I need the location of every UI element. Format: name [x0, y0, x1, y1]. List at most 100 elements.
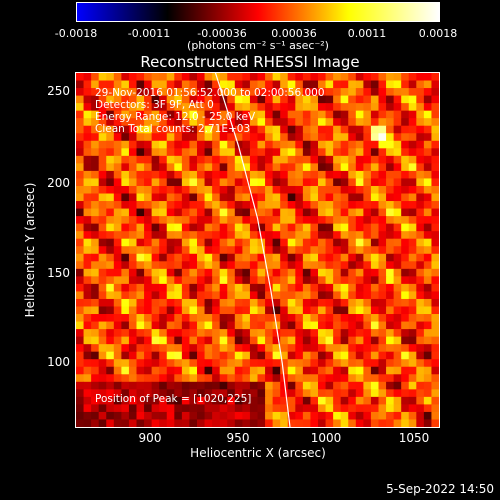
heatmap-cell — [212, 208, 221, 217]
heatmap-cell — [302, 283, 311, 292]
heatmap-cell — [91, 118, 100, 127]
heatmap-cell — [355, 306, 364, 315]
heatmap-cell — [144, 344, 153, 353]
heatmap-cell — [378, 148, 387, 157]
heatmap-cell — [204, 201, 213, 210]
heatmap-cell — [401, 80, 410, 89]
heatmap-cell — [174, 411, 183, 420]
heatmap-cell — [302, 193, 311, 202]
heatmap-cell — [219, 344, 228, 353]
heatmap-cell — [197, 246, 206, 255]
heatmap-cell — [318, 125, 327, 134]
heatmap-cell — [159, 291, 168, 300]
heatmap-cell — [106, 118, 115, 127]
heatmap-cell — [151, 110, 160, 119]
heatmap-cell — [197, 321, 206, 330]
heatmap-cell — [212, 163, 221, 172]
heatmap-cell — [416, 185, 425, 195]
heatmap-cell — [280, 216, 289, 225]
heatmap-cell — [136, 419, 145, 427]
heatmap-cell — [295, 178, 304, 187]
heatmap-cell — [401, 95, 410, 104]
heatmap-cell — [363, 140, 372, 149]
heatmap-cell — [340, 185, 349, 195]
heatmap-cell — [197, 306, 206, 315]
heatmap-cell — [408, 163, 417, 172]
heatmap-cell — [265, 329, 274, 338]
heatmap-cell — [310, 118, 319, 127]
heatmap-cell — [423, 88, 432, 97]
heatmap-cell — [83, 216, 92, 225]
heatmap-cell — [401, 223, 410, 232]
heatmap-cell — [423, 103, 432, 112]
heatmap-cell — [416, 329, 425, 338]
heatmap-cell — [287, 246, 296, 255]
heatmap-cell — [76, 193, 85, 202]
heatmap-cell — [91, 170, 100, 179]
heatmap-cell — [431, 238, 439, 247]
heatmap-cell — [408, 148, 417, 157]
heatmap-cell — [83, 80, 92, 89]
heatmap-cell — [416, 351, 425, 360]
heatmap-cell — [197, 276, 206, 285]
heatmap-cell — [295, 351, 304, 360]
heatmap-cell — [401, 404, 410, 413]
heatmap-cell — [287, 201, 296, 210]
heatmap-cell — [386, 170, 395, 179]
heatmap-cell — [287, 351, 296, 360]
heatmap-cell — [113, 298, 122, 307]
heatmap-cell — [340, 125, 349, 134]
heatmap-cell — [83, 283, 92, 292]
heatmap-cell — [295, 95, 304, 104]
heatmap-cell — [423, 291, 432, 300]
heatmap-cell — [249, 178, 258, 187]
heatmap-cell — [234, 261, 243, 270]
heatmap-cell — [386, 216, 395, 225]
heatmap-cell — [302, 389, 311, 398]
heatmap-cell — [121, 208, 130, 217]
heatmap-cell — [121, 396, 130, 405]
heatmap-cell — [76, 246, 85, 255]
heatmap-cell — [128, 396, 137, 405]
heatmap-cell — [310, 80, 319, 89]
heatmap-cell — [363, 253, 372, 262]
heatmap-cell — [128, 208, 137, 217]
heatmap-cell — [197, 291, 206, 300]
heatmap-cell — [197, 359, 206, 368]
heatmap-cell — [128, 246, 137, 255]
heatmap-cell — [204, 283, 213, 292]
heatmap-cell — [348, 208, 357, 217]
heatmap-cell — [295, 73, 304, 82]
heatmap-cell — [423, 253, 432, 262]
heatmap-cell — [204, 366, 213, 375]
heatmap-cell — [166, 276, 175, 285]
heatmap-cell — [408, 351, 417, 360]
heatmap-cell — [136, 155, 145, 164]
heatmap-cell — [302, 396, 311, 405]
heatmap-cell — [113, 253, 122, 262]
heatmap-cell — [136, 231, 145, 240]
heatmap-cell — [83, 231, 92, 240]
heatmap-cell — [318, 419, 327, 427]
heatmap-cell — [393, 314, 402, 323]
heatmap-cell — [386, 374, 395, 383]
heatmap-cell — [318, 261, 327, 270]
heatmap-cell — [174, 185, 183, 195]
heatmap-cell — [431, 95, 439, 104]
heatmap-cell — [136, 110, 145, 119]
heatmap-cell — [197, 216, 206, 225]
heatmap-cell — [83, 411, 92, 420]
heatmap-cell — [363, 170, 372, 179]
heatmap-cell — [106, 246, 115, 255]
heatmap-cell — [287, 329, 296, 338]
heatmap-cell — [151, 276, 160, 285]
heatmap-cell — [386, 344, 395, 353]
heatmap-cell — [378, 125, 387, 134]
heatmap-cell — [212, 216, 221, 225]
heatmap-cell — [295, 374, 304, 383]
heatmap-cell — [333, 359, 342, 368]
heatmap-cell — [333, 95, 342, 104]
heatmap-cell — [159, 178, 168, 187]
heatmap-cell — [401, 261, 410, 270]
heatmap-cell — [227, 329, 236, 338]
